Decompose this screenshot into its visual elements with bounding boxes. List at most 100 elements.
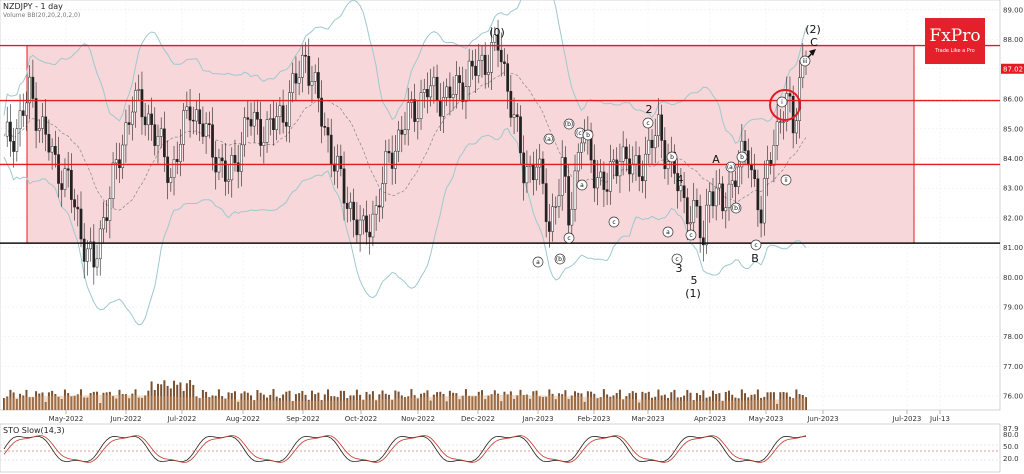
candle — [44, 99, 48, 152]
candle-body — [25, 102, 28, 116]
wave-circle — [554, 253, 566, 265]
candle — [79, 191, 83, 247]
wave-label: iii — [802, 58, 807, 65]
wave-label: a — [536, 259, 540, 266]
y-axis: 89.00 88.00 87.02 86.00 85.00 84.00 83.00 82.00… — [1001, 6, 1024, 401]
wave-label-small: c — [671, 253, 683, 265]
candle-body — [47, 134, 51, 153]
wave-label-small: a — [532, 256, 544, 268]
volume-bar — [285, 391, 288, 410]
candle-body — [570, 209, 574, 226]
wave-label: (a) — [727, 164, 735, 171]
wave-circle — [730, 202, 742, 214]
volume-bar — [423, 392, 426, 410]
candle — [246, 100, 250, 138]
candle-body — [153, 124, 157, 146]
candle — [471, 50, 474, 80]
candle — [278, 97, 282, 135]
candle — [188, 89, 192, 138]
candle-body — [275, 116, 279, 131]
volume-bar — [747, 397, 750, 410]
volume-bar — [317, 392, 320, 410]
y-tick-label: 83.00 — [1003, 185, 1023, 193]
candle-body — [503, 61, 506, 64]
volume-bar — [548, 389, 551, 410]
y-tick-label: 76.00 — [1003, 393, 1023, 401]
volume-bar — [67, 393, 70, 410]
candle — [525, 150, 529, 193]
wave-label: 2 — [646, 103, 653, 116]
candle — [615, 147, 619, 184]
volume-bar — [711, 390, 714, 410]
candle — [397, 120, 400, 163]
candle — [191, 106, 195, 135]
candle — [41, 102, 44, 144]
candle-body — [737, 166, 740, 188]
volume-bar — [766, 392, 769, 410]
candle — [374, 195, 378, 231]
volume-bar — [291, 401, 294, 410]
wave-label: b — [586, 132, 590, 139]
candle-body — [795, 120, 798, 134]
volume-bar — [731, 394, 734, 410]
candle — [147, 104, 150, 141]
volume-bar — [355, 389, 358, 410]
candle-body — [387, 151, 391, 154]
candle — [390, 135, 394, 185]
volume-bar — [51, 390, 54, 410]
wave-label: B — [751, 252, 759, 265]
volume-bar — [801, 394, 804, 410]
candle — [92, 224, 96, 285]
candle-body — [692, 200, 696, 223]
candle-body — [714, 187, 718, 207]
candle — [240, 131, 243, 187]
volume-bar — [452, 392, 455, 410]
candle-body — [657, 114, 660, 136]
candle — [66, 151, 70, 188]
candle-body — [653, 135, 657, 149]
wave-label: (0) — [489, 26, 505, 39]
candle — [535, 149, 538, 191]
candle — [172, 145, 176, 196]
candle-body — [230, 155, 234, 181]
candle-body — [679, 185, 683, 192]
candle — [121, 134, 125, 180]
volume-bar — [41, 392, 44, 410]
volume-bar — [628, 393, 631, 410]
volume-bar — [25, 389, 28, 410]
volume-bar — [102, 392, 105, 410]
y-tick-label: 85.00 — [1003, 125, 1023, 133]
volume-bar — [304, 394, 307, 410]
candle-body — [413, 99, 416, 122]
candle-body — [201, 123, 205, 137]
candle-body — [342, 168, 346, 204]
wave-circle — [563, 118, 575, 130]
volume-bar — [224, 398, 227, 410]
candle-body — [759, 209, 763, 224]
candle — [679, 167, 683, 202]
wave-label: c — [646, 120, 649, 127]
x-tick-label: Nov-2022 — [401, 415, 435, 423]
candle-body — [560, 157, 564, 196]
candle-body — [41, 116, 44, 129]
candle — [772, 129, 776, 183]
candle-body — [644, 153, 647, 182]
volume-bar — [740, 389, 743, 410]
candle — [557, 178, 561, 218]
volume-bar — [667, 397, 670, 410]
candle — [448, 72, 452, 116]
volume-bar — [227, 392, 230, 410]
candle-body — [381, 183, 384, 208]
wave-circle — [543, 133, 555, 145]
volume-bar — [371, 391, 374, 410]
candle-body — [105, 217, 109, 221]
candle-body — [727, 183, 731, 208]
volume-bar — [250, 395, 253, 410]
volume-bar — [253, 400, 256, 410]
volume-bar — [426, 390, 429, 410]
volume-bar — [96, 391, 99, 410]
candle — [621, 131, 625, 176]
candle — [57, 136, 60, 198]
candle-body — [663, 140, 667, 170]
volume-bar — [339, 390, 342, 410]
